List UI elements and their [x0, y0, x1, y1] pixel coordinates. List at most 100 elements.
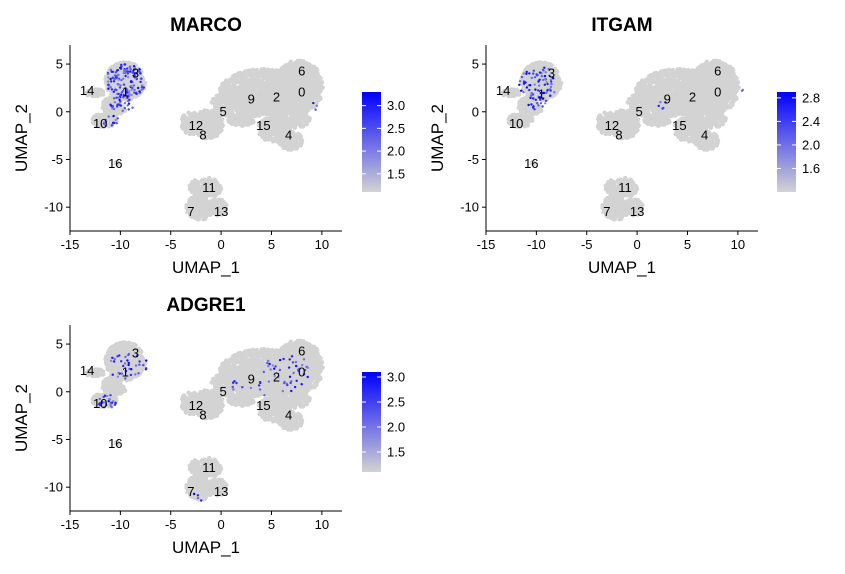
cell-point: [270, 125, 276, 130]
cell-point: [216, 93, 221, 98]
expression-point: [110, 88, 114, 91]
panel-title: ITGAM: [591, 15, 652, 36]
legend-tick-label: 2.5: [387, 121, 405, 136]
cell-point: [240, 116, 245, 122]
expression-point: [134, 91, 138, 95]
cell-point: [214, 125, 219, 130]
cell-point: [218, 186, 223, 191]
cell-point: [189, 187, 195, 193]
y-axis-title: UMAP_2: [12, 104, 31, 172]
x-tick-label: 10: [315, 237, 329, 252]
x-axis-title: UMAP_1: [172, 258, 240, 277]
expression-point: [115, 69, 119, 72]
cluster-label-4: 4: [285, 128, 292, 143]
expression-point: [109, 80, 113, 83]
cell-point: [260, 109, 265, 115]
cell-point: [318, 87, 323, 92]
cell-point: [136, 81, 141, 87]
cell-point: [296, 102, 302, 107]
expression-point: [114, 77, 117, 80]
cell-point: [276, 130, 281, 135]
cluster-label-16: 16: [108, 156, 122, 171]
x-tick-label: -10: [111, 237, 130, 252]
cell-point: [261, 101, 266, 106]
cell-point: [308, 78, 313, 84]
cell-point: [238, 70, 243, 76]
cell-point: [96, 87, 101, 92]
cell-point: [212, 119, 218, 124]
expression-point: [126, 72, 130, 75]
expression-point: [117, 73, 120, 77]
cell-point: [288, 61, 293, 66]
cell-point: [278, 126, 284, 131]
expression-point: [112, 97, 116, 100]
expression-point: [107, 76, 110, 79]
expression-point: [115, 105, 119, 108]
expression-point: [116, 82, 120, 86]
cell-point: [267, 133, 273, 139]
y-tick-label: 5: [56, 57, 63, 72]
cell-point: [123, 76, 128, 82]
color-bar: [362, 92, 381, 192]
expression-point: [315, 104, 318, 108]
expression-point: [128, 70, 132, 73]
cell-point: [315, 75, 320, 81]
cluster-label-9: 9: [248, 91, 255, 106]
cell-point: [201, 217, 206, 222]
cell-point: [212, 115, 217, 120]
expression-point: [118, 98, 121, 102]
cell-point: [284, 146, 290, 151]
cell-point: [273, 79, 278, 84]
panel-title: MARCO: [170, 15, 242, 36]
cluster-label-5: 5: [219, 104, 226, 119]
cell-point: [305, 95, 311, 101]
cell-point: [221, 90, 227, 95]
cell-point: [287, 118, 293, 123]
expression-point: [126, 67, 129, 70]
cell-point: [207, 132, 212, 137]
expression-point: [314, 108, 317, 111]
cell-point: [204, 211, 210, 216]
cell-point: [137, 73, 142, 79]
cluster-label-10: 10: [93, 116, 107, 131]
expression-point: [127, 76, 130, 79]
cell-point: [236, 113, 241, 118]
expression-point: [112, 90, 116, 94]
cell-point: [284, 95, 289, 101]
cell-point: [201, 202, 207, 208]
cell-point: [267, 69, 273, 75]
cell-point: [252, 69, 257, 74]
expression-point: [132, 84, 136, 87]
cell-point: [258, 80, 264, 85]
cell-point: [295, 131, 301, 137]
expression-point: [117, 78, 120, 81]
cell-point: [193, 196, 198, 201]
cell-point: [226, 102, 231, 107]
cell-point: [208, 208, 213, 213]
expression-point: [107, 72, 110, 76]
expression-point: [120, 78, 123, 82]
cell-point: [297, 137, 302, 142]
expression-point: [109, 77, 112, 81]
cluster-label-13: 13: [214, 204, 228, 219]
expression-point: [124, 71, 127, 75]
cell-point: [289, 110, 294, 115]
cell-point: [209, 127, 215, 132]
cell-point: [244, 122, 249, 127]
expression-point: [110, 124, 114, 127]
cell-point: [319, 80, 325, 85]
cell-point: [284, 64, 289, 70]
cluster-label-2: 2: [273, 90, 280, 105]
expression-point: [138, 90, 141, 93]
cell-point: [311, 74, 316, 80]
cell-point: [229, 117, 235, 122]
cell-point: [254, 81, 259, 87]
cell-point: [248, 108, 253, 114]
legend-tick-label: 3.0: [387, 98, 405, 113]
cell-point: [289, 101, 294, 107]
cell-point: [284, 89, 290, 95]
cell-point: [180, 126, 185, 131]
cell-point: [294, 146, 299, 151]
cell-point: [189, 182, 194, 188]
